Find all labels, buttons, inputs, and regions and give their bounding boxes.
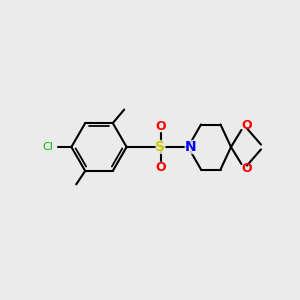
Text: N: N bbox=[185, 140, 196, 154]
Text: S: S bbox=[155, 140, 166, 154]
Text: Cl: Cl bbox=[43, 142, 53, 152]
Text: O: O bbox=[241, 162, 252, 175]
Text: O: O bbox=[155, 120, 166, 134]
Text: O: O bbox=[155, 160, 166, 174]
Text: O: O bbox=[241, 119, 252, 132]
